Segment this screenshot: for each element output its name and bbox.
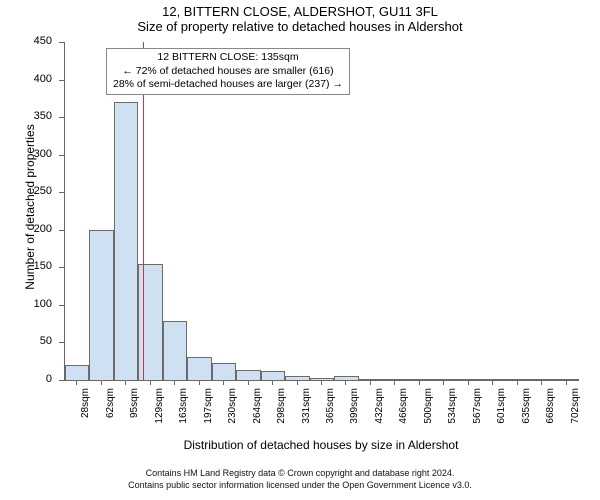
x-tick <box>76 380 77 385</box>
y-tick <box>59 80 64 81</box>
x-tick-label: 230sqm <box>227 388 238 438</box>
histogram-bar <box>432 379 456 380</box>
histogram-bar <box>457 379 481 380</box>
y-tick-label: 250 <box>0 185 52 197</box>
y-tick <box>59 342 64 343</box>
annotation-line: 28% of semi-detached houses are larger (… <box>113 78 343 92</box>
y-tick <box>59 155 64 156</box>
x-tick-label: 432sqm <box>374 388 385 438</box>
x-tick-label: 365sqm <box>325 388 336 438</box>
annotation-line: ← 72% of detached houses are smaller (61… <box>113 65 343 79</box>
x-tick-label: 668sqm <box>545 388 556 438</box>
footer-line-1: Contains HM Land Registry data © Crown c… <box>0 468 600 480</box>
y-tick-label: 200 <box>0 223 52 235</box>
x-tick <box>297 380 298 385</box>
x-tick-label: 163sqm <box>178 388 189 438</box>
x-tick <box>248 380 249 385</box>
x-tick-label: 399sqm <box>349 388 360 438</box>
histogram-bar <box>236 370 260 380</box>
annotation-line: 12 BITTERN CLOSE: 135sqm <box>113 51 343 65</box>
footer-attribution: Contains HM Land Registry data © Crown c… <box>0 468 600 491</box>
histogram-bar <box>359 379 383 381</box>
histogram-bar <box>334 376 358 380</box>
x-tick-label: 635sqm <box>521 388 532 438</box>
x-tick-label: 28sqm <box>80 388 91 438</box>
x-tick <box>199 380 200 385</box>
x-tick-label: 62sqm <box>105 388 116 438</box>
y-tick <box>59 230 64 231</box>
histogram-bar <box>212 363 236 380</box>
histogram-bar <box>65 365 89 380</box>
y-tick-label: 50 <box>0 335 52 347</box>
x-tick-label: 331sqm <box>301 388 312 438</box>
y-tick-label: 350 <box>0 110 52 122</box>
x-tick-label: 129sqm <box>154 388 165 438</box>
x-tick <box>223 380 224 385</box>
y-tick-label: 300 <box>0 148 52 160</box>
x-tick-label: 264sqm <box>252 388 263 438</box>
x-tick <box>321 380 322 385</box>
x-tick <box>101 380 102 385</box>
histogram-bar <box>114 102 138 380</box>
x-tick <box>517 380 518 385</box>
x-tick <box>443 380 444 385</box>
annotation-box: 12 BITTERN CLOSE: 135sqm← 72% of detache… <box>106 48 350 95</box>
y-tick-label: 150 <box>0 260 52 272</box>
y-tick <box>59 117 64 118</box>
chart-container: 12, BITTERN CLOSE, ALDERSHOT, GU11 3FL S… <box>0 0 600 500</box>
page-title: 12, BITTERN CLOSE, ALDERSHOT, GU11 3FL <box>0 0 600 19</box>
page-subtitle: Size of property relative to detached ho… <box>0 19 600 34</box>
x-tick-label: 601sqm <box>496 388 507 438</box>
y-tick <box>59 305 64 306</box>
x-tick <box>541 380 542 385</box>
x-axis-label: Distribution of detached houses by size … <box>64 438 578 452</box>
y-axis-label: Number of detached properties <box>23 107 37 307</box>
x-tick <box>370 380 371 385</box>
x-tick-label: 298sqm <box>276 388 287 438</box>
y-tick-label: 100 <box>0 298 52 310</box>
y-tick-label: 450 <box>0 35 52 47</box>
y-tick <box>59 192 64 193</box>
histogram-bar <box>530 379 554 380</box>
y-tick-label: 0 <box>0 373 52 385</box>
histogram-bar <box>163 321 187 380</box>
y-tick <box>59 267 64 268</box>
y-tick <box>59 380 64 381</box>
histogram-bar <box>481 379 505 380</box>
x-tick-label: 95sqm <box>129 388 140 438</box>
histogram-bar <box>261 371 285 380</box>
x-tick <box>345 380 346 385</box>
histogram-bar <box>187 357 211 380</box>
histogram-bar <box>555 379 579 380</box>
x-tick-label: 466sqm <box>398 388 409 438</box>
y-tick <box>59 42 64 43</box>
x-tick-label: 500sqm <box>423 388 434 438</box>
x-tick <box>125 380 126 385</box>
x-tick <box>272 380 273 385</box>
x-tick <box>566 380 567 385</box>
histogram-bar <box>506 379 530 380</box>
histogram-bar <box>89 230 113 380</box>
histogram-bar <box>383 379 407 380</box>
x-tick <box>492 380 493 385</box>
footer-line-2: Contains public sector information licen… <box>0 480 600 492</box>
x-tick <box>419 380 420 385</box>
x-tick-label: 197sqm <box>203 388 214 438</box>
histogram-bar <box>408 379 432 380</box>
histogram-bar <box>138 264 162 380</box>
x-tick <box>150 380 151 385</box>
x-tick <box>468 380 469 385</box>
histogram-bar <box>285 376 309 381</box>
x-tick-label: 534sqm <box>447 388 458 438</box>
x-tick <box>174 380 175 385</box>
x-tick <box>394 380 395 385</box>
y-tick-label: 400 <box>0 73 52 85</box>
x-tick-label: 567sqm <box>472 388 483 438</box>
x-tick-label: 702sqm <box>570 388 581 438</box>
